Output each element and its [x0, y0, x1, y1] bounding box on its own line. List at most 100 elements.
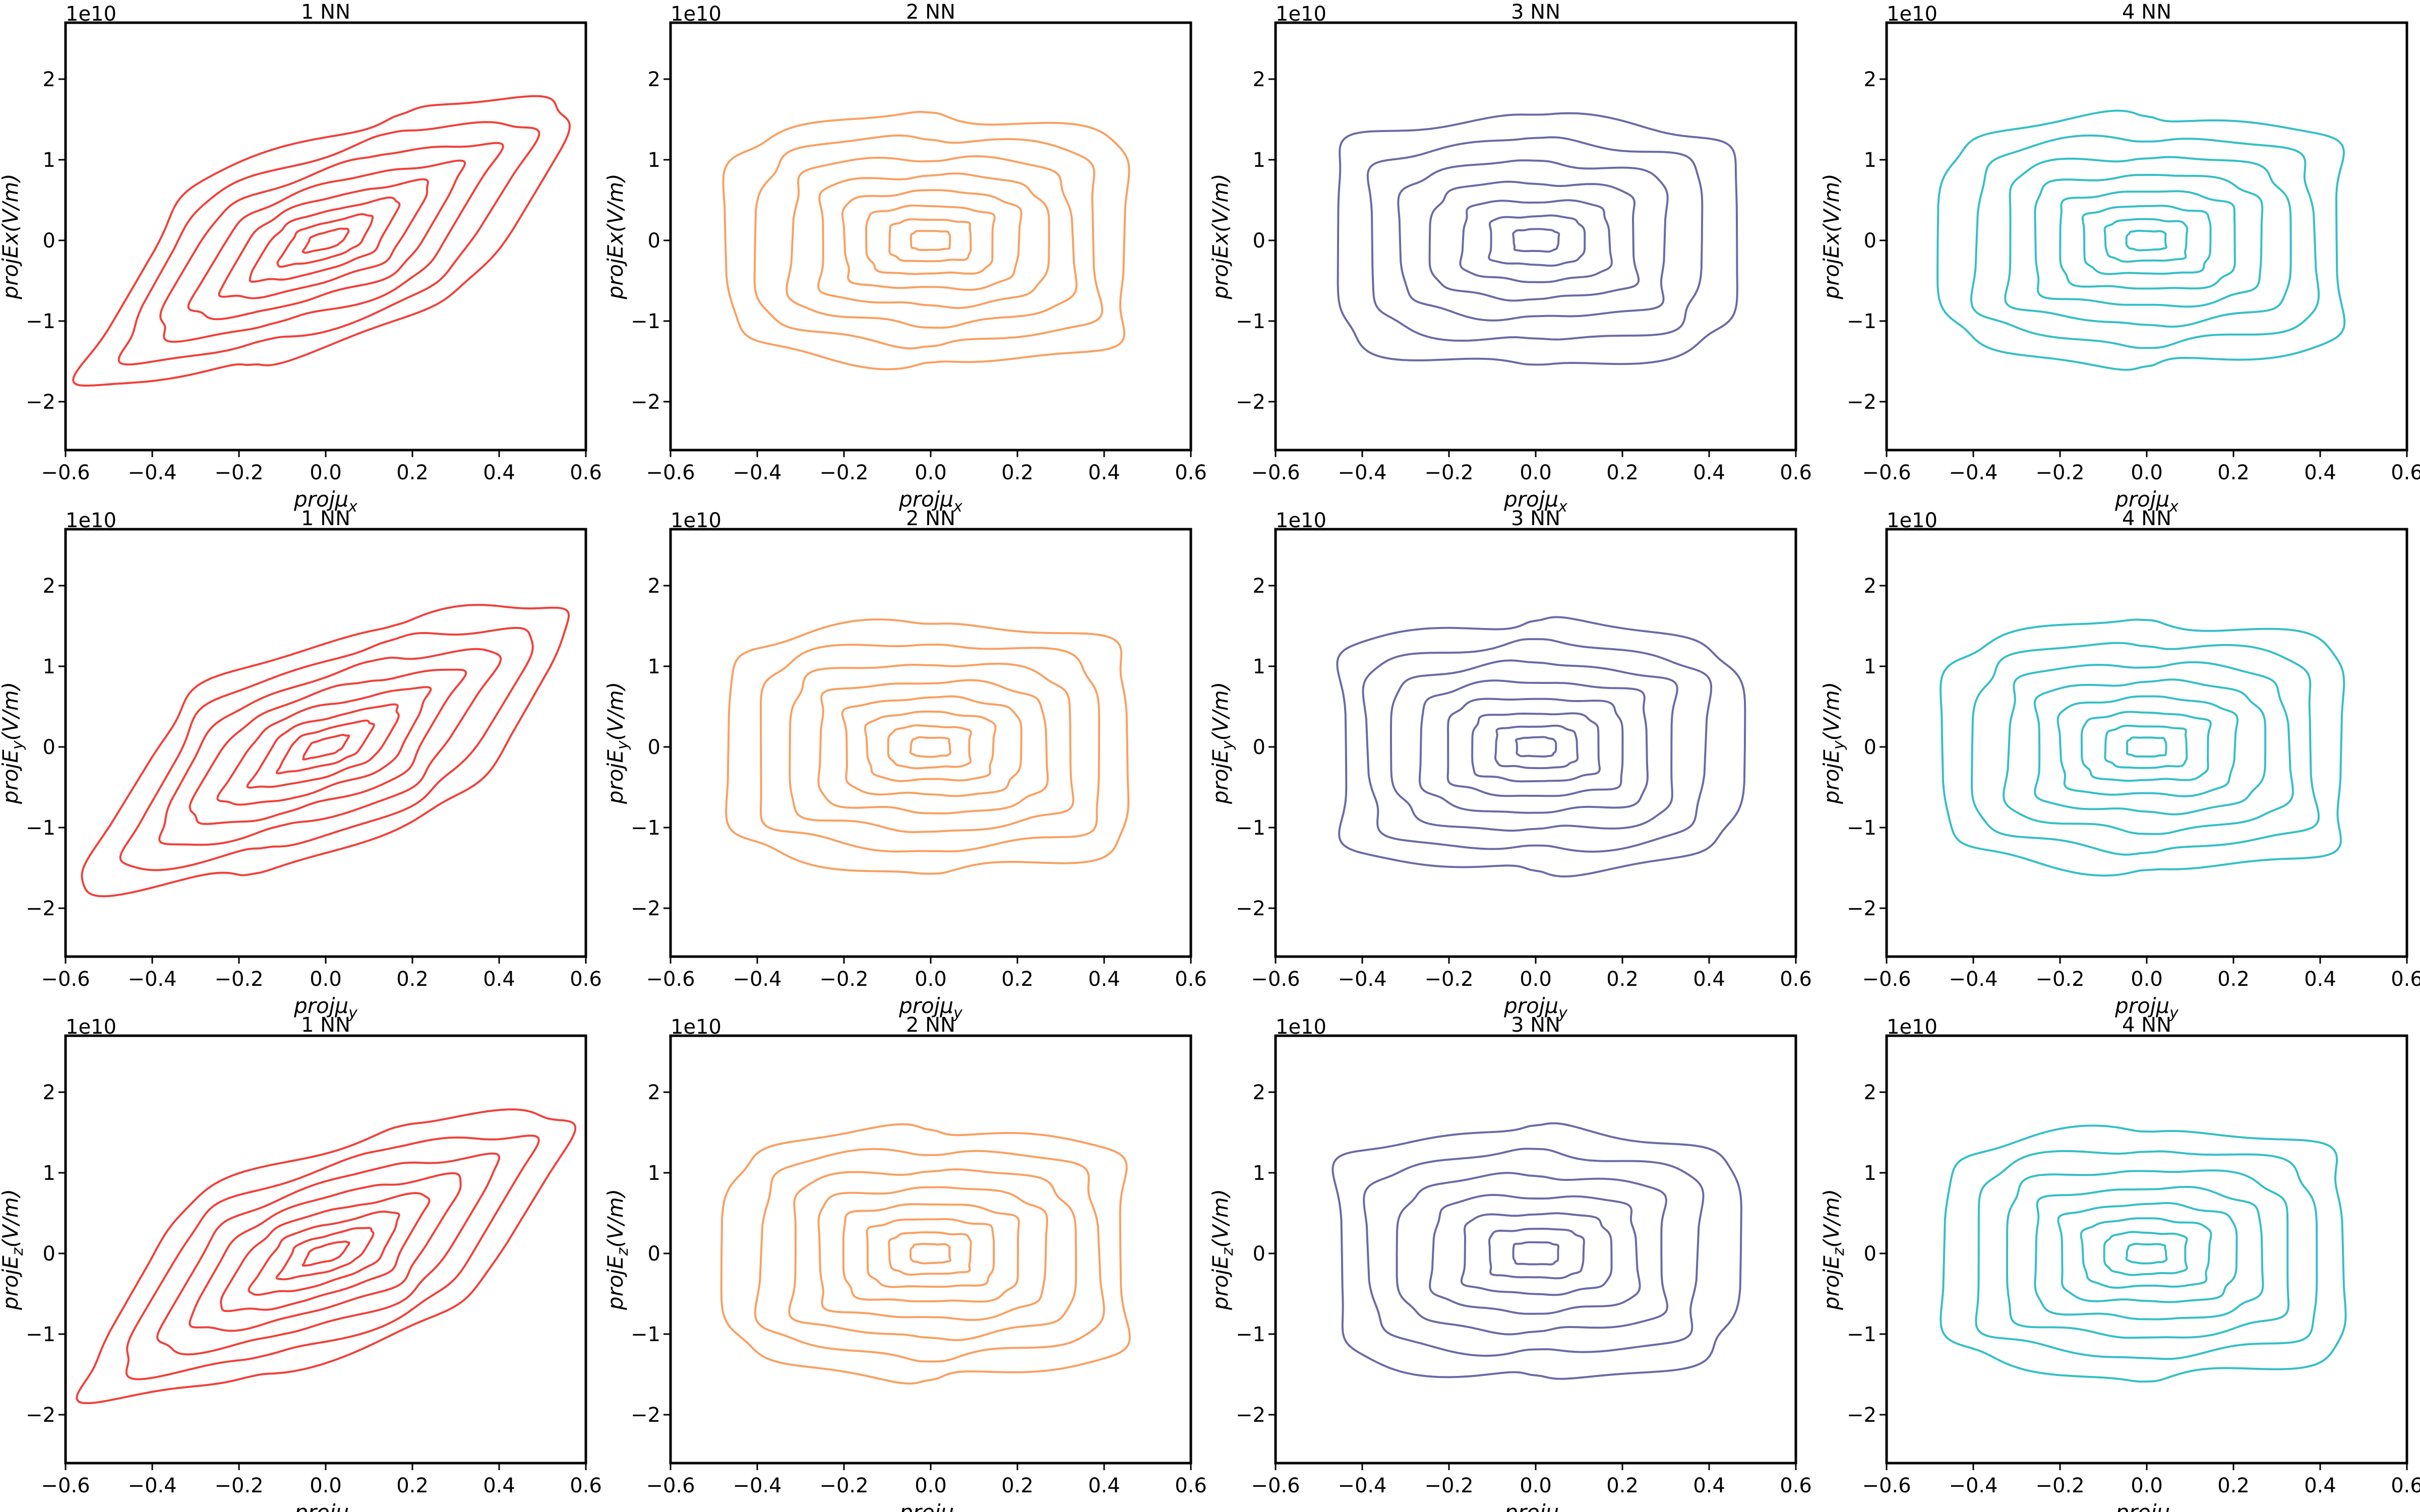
subplot-panel: −0.6 −0.4 −0.2 0.0 0.2 0.4 0.6 −2 −1 0 1 2 1e10 1 NN p…: [0, 1, 602, 516]
y-axis-label: projEy(V/m): [1819, 682, 1848, 804]
x-tick-label: 0.6: [570, 968, 602, 991]
subplot-title: 4 NN: [2122, 1, 2171, 24]
x-axis-label: projμy: [2114, 993, 2179, 1022]
contour-level: [1332, 1122, 1742, 1380]
contour-level: [2125, 229, 2167, 251]
contour-level: [841, 695, 1022, 797]
y-axis-label: projEz(V/m): [0, 1189, 27, 1310]
x-tick-label: 0.6: [2391, 461, 2420, 484]
contour-level: [1397, 159, 1669, 322]
contour-level: [1429, 1193, 1641, 1315]
contour-level: [788, 1168, 1077, 1341]
subplot-panel: −0.6 −0.4 −0.2 0.0 0.2 0.4 0.6 −2 −1 0 1 2 1e10 4 NN p…: [1819, 1, 2420, 516]
contour-level: [1459, 199, 1613, 283]
y-tick-label: −1: [26, 310, 55, 333]
x-axis-label: projμz: [1504, 1500, 1567, 1512]
y-tick-label: 0: [648, 736, 660, 759]
subplot-title: 2 NN: [906, 1014, 955, 1037]
y-tick-label: −2: [631, 897, 660, 920]
x-tick-label: −0.4: [128, 461, 176, 484]
contour-level: [301, 227, 350, 254]
subplot-panel: −0.6 −0.4 −0.2 0.0 0.2 0.4 0.6 −2 −1 0 1 2 1e10 2 NN p…: [603, 1014, 1207, 1512]
contour-level: [156, 1152, 501, 1356]
contour-level: [1418, 679, 1649, 814]
y-offset-label: 1e10: [1887, 3, 1938, 26]
y-offset-label: 1e10: [66, 3, 116, 26]
x-tick-label: 0.2: [396, 968, 429, 991]
y-tick-label: 1: [43, 149, 55, 172]
contour-lines: [1937, 109, 2346, 371]
y-axis-label: projEy(V/m): [1208, 682, 1237, 804]
x-tick-label: 0.4: [1088, 968, 1120, 991]
x-tick-label: −0.4: [1949, 968, 1998, 991]
contour-level: [248, 1211, 400, 1296]
x-tick-label: −0.6: [1251, 968, 1300, 991]
x-axis-label: projμx: [293, 487, 357, 516]
x-tick-label: 0.4: [1693, 461, 1725, 484]
x-tick-label: −0.4: [1949, 1474, 1998, 1497]
y-axis-label: projEz(V/m): [1819, 1189, 1848, 1310]
axes-frame: [669, 1034, 1192, 1465]
contour-level: [842, 1203, 1020, 1303]
x-tick-label: 0.4: [483, 968, 515, 991]
contour-lines: [1940, 1124, 2347, 1383]
contour-level: [1975, 1150, 2318, 1360]
contour-level: [2125, 1242, 2168, 1265]
contour-level: [2006, 1169, 2290, 1339]
contour-level: [1970, 134, 2320, 349]
contour-level: [722, 111, 1130, 370]
contour-level: [1940, 618, 2345, 877]
contour-level: [276, 213, 374, 268]
y-offset-label: 1e10: [1887, 1016, 1938, 1039]
y-tick-label: 2: [1253, 575, 1265, 598]
contour-level: [1428, 180, 1640, 302]
contour-level: [2004, 156, 2292, 328]
y-tick-label: 0: [1864, 736, 1877, 759]
contour-level: [1937, 109, 2346, 371]
subplot-panel: −0.6 −0.4 −0.2 0.0 0.2 0.4 0.6 −2 −1 0 1 2 1e10 1 NN p…: [0, 1014, 602, 1512]
x-tick-label: −0.4: [128, 1474, 176, 1497]
contour-lines: [725, 618, 1130, 875]
x-tick-label: 0.4: [2304, 461, 2336, 484]
x-tick-label: 0.4: [1693, 1474, 1725, 1497]
x-tick-label: −0.2: [1424, 968, 1473, 991]
y-tick-label: 2: [1253, 1081, 1265, 1104]
contour-level: [220, 1192, 431, 1312]
y-axis-label: projEz(V/m): [603, 1189, 632, 1310]
subplot-panel: −0.6 −0.4 −0.2 0.0 0.2 0.4 0.6 −2 −1 0 1 2 1e10 2 NN p…: [603, 507, 1207, 1022]
contour-level: [888, 1231, 972, 1276]
contour-level: [2080, 711, 2212, 782]
y-axis-label: projEz(V/m): [1208, 1189, 1237, 1310]
x-tick-label: 0.2: [2217, 1474, 2250, 1497]
y-axis-label: projEy(V/m): [603, 682, 632, 804]
y-tick-label: −1: [1236, 310, 1265, 333]
axes-frame: [1274, 528, 1797, 958]
contour-level: [725, 618, 1130, 875]
contour-level: [72, 95, 571, 387]
contour-level: [864, 710, 997, 782]
contour-level: [125, 1135, 540, 1380]
contour-level: [117, 121, 540, 366]
contour-level: [887, 724, 973, 770]
subplot-panel: −0.6 −0.4 −0.2 0.0 0.2 0.4 0.6 −2 −1 0 1 2 1e10 4 NN p…: [1819, 1014, 2420, 1512]
y-offset-label: 1e10: [66, 1016, 116, 1039]
x-tick-label: 0.4: [2304, 968, 2336, 991]
contour-lines: [1940, 618, 2345, 877]
contour-lines: [76, 1108, 577, 1405]
x-tick-label: −0.4: [1338, 968, 1386, 991]
x-tick-label: 0.4: [483, 1474, 515, 1497]
contour-level: [1970, 642, 2320, 856]
contour-level: [910, 1243, 951, 1265]
x-tick-label: −0.4: [1338, 461, 1386, 484]
contour-level: [119, 626, 534, 871]
y-tick-label: 2: [1864, 575, 1877, 598]
y-tick-label: 2: [648, 575, 660, 598]
x-tick-label: 0.4: [1693, 968, 1725, 991]
contour-level: [1336, 616, 1746, 877]
contour-lines: [722, 111, 1130, 370]
x-tick-label: −0.6: [1862, 461, 1911, 484]
x-axis-label: projμx: [1503, 487, 1567, 516]
y-tick-label: 2: [43, 575, 55, 598]
y-offset-label: 1e10: [1276, 1016, 1326, 1039]
